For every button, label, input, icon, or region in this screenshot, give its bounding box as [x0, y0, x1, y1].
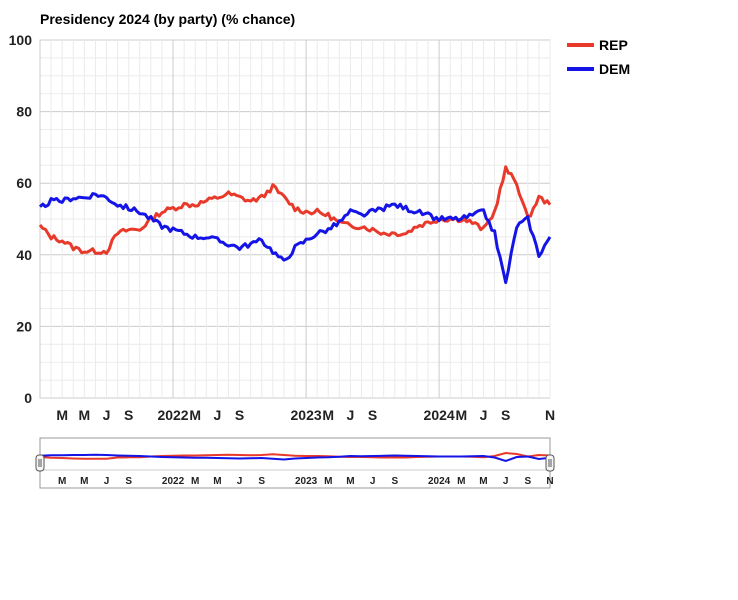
range-series-dem — [39, 453, 551, 463]
range-selector[interactable]: M M J S 2022 M M J S 2023 M M J S 2024 M M J S N — [35, 437, 555, 489]
x-tick-label: M — [189, 407, 201, 423]
y-tick-label: 20 — [16, 318, 32, 334]
x-tick-label: S — [368, 407, 377, 423]
range-handle-right[interactable] — [545, 454, 555, 472]
x-tick-label: 2023 — [291, 407, 322, 423]
range-x-tick-label: M — [213, 476, 221, 487]
y-axis-ticks: 0 20 40 60 80 100 — [9, 32, 33, 406]
range-x-tick-label: S — [258, 476, 265, 487]
y-tick-label: 80 — [16, 104, 32, 120]
range-x-tick-label: J — [237, 476, 243, 487]
range-x-tick-label: S — [524, 476, 531, 487]
range-x-tick-label: M — [58, 476, 66, 487]
x-tick-label: S — [124, 407, 133, 423]
range-x-tick-label: M — [346, 476, 354, 487]
range-x-tick-label: 2022 — [162, 476, 185, 487]
range-x-tick-label: M — [324, 476, 332, 487]
range-x-tick-label: M — [80, 476, 88, 487]
x-tick-label: 2024 — [424, 407, 455, 423]
range-x-tick-label: N — [546, 476, 553, 487]
x-tick-label: J — [347, 407, 355, 423]
x-tick-label: M — [56, 407, 68, 423]
x-tick-label: M — [79, 407, 91, 423]
x-tick-label: J — [213, 407, 221, 423]
range-x-tick-label: J — [104, 476, 110, 487]
x-tick-label: J — [480, 407, 488, 423]
range-x-tick-label: 2023 — [295, 476, 318, 487]
handle-grip[interactable] — [545, 454, 555, 472]
range-x-tick-label: S — [125, 476, 132, 487]
x-tick-label: 2022 — [157, 407, 188, 423]
x-axis-ticks: M M J S 2022 M J S 2023 M J S 2024 M J S N — [56, 407, 555, 423]
x-tick-label: J — [103, 407, 111, 423]
legend: REP DEM — [567, 37, 630, 77]
chart-title: Presidency 2024 (by party) (% chance) — [40, 11, 296, 27]
range-x-tick-label: 2024 — [428, 476, 451, 487]
x-tick-label: S — [235, 407, 244, 423]
range-handle-left[interactable] — [35, 454, 45, 472]
range-x-tick-label: J — [503, 476, 509, 487]
y-tick-label: 100 — [9, 32, 33, 48]
range-x-tick-label: J — [370, 476, 376, 487]
legend-label-rep: REP — [599, 37, 628, 53]
main-grid — [39, 39, 551, 399]
series-line-dem[interactable] — [38, 192, 552, 285]
handle-grip[interactable] — [35, 454, 45, 472]
y-tick-label: 40 — [16, 247, 32, 263]
range-x-tick-label: M — [191, 476, 199, 487]
legend-label-dem: DEM — [599, 61, 630, 77]
x-tick-label: M — [455, 407, 467, 423]
range-x-tick-label: M — [479, 476, 487, 487]
x-tick-label: N — [545, 407, 555, 423]
range-x-tick-label: S — [391, 476, 398, 487]
main-plot-area[interactable] — [38, 165, 552, 285]
y-tick-label: 0 — [24, 390, 32, 406]
range-x-tick-label: M — [457, 476, 465, 487]
x-tick-label: S — [501, 407, 510, 423]
x-tick-label: M — [322, 407, 334, 423]
series-line-rep[interactable] — [38, 165, 552, 255]
range-selector-frame — [39, 437, 551, 489]
y-tick-label: 60 — [16, 175, 32, 191]
